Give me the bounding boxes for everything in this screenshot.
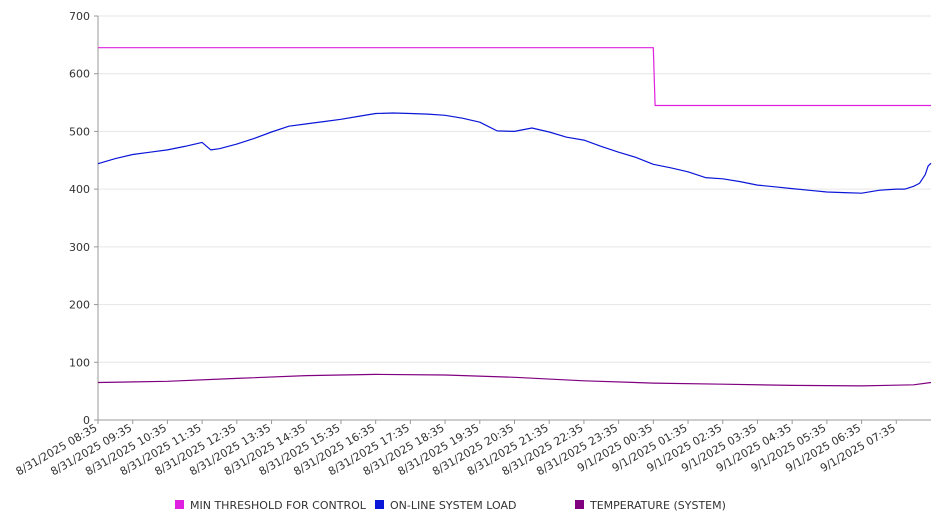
legend-label: ON-LINE SYSTEM LOAD bbox=[390, 499, 516, 512]
y-tick-label: 500 bbox=[69, 125, 90, 138]
legend-swatch bbox=[575, 500, 584, 509]
gridlines bbox=[98, 15, 931, 363]
axes bbox=[94, 15, 931, 424]
y-tick-label: 100 bbox=[69, 356, 90, 369]
y-tick-label: 400 bbox=[69, 183, 90, 196]
x-tick-labels: 8/31/2025 08:358/31/2025 09:358/31/2025 … bbox=[14, 421, 898, 478]
legend-label: MIN THRESHOLD FOR CONTROL bbox=[190, 499, 367, 512]
y-tick-label: 200 bbox=[69, 299, 90, 312]
legend-label: TEMPERATURE (SYSTEM) bbox=[589, 499, 726, 512]
y-tick-labels: 0 100 200 300 400 500 600 700 bbox=[69, 10, 90, 427]
legend: MIN THRESHOLD FOR CONTROL ON-LINE SYSTEM … bbox=[175, 499, 726, 512]
y-tick-label: 700 bbox=[69, 10, 90, 23]
series-lines bbox=[97, 47, 932, 387]
series-line-3 bbox=[97, 373, 932, 387]
legend-swatch bbox=[175, 500, 184, 509]
y-tick-label: 0 bbox=[83, 414, 90, 427]
y-tick-label: 300 bbox=[69, 241, 90, 254]
series-line-1 bbox=[98, 47, 931, 107]
legend-swatch bbox=[375, 500, 384, 509]
series-line-2 bbox=[97, 112, 932, 194]
y-tick-label: 600 bbox=[69, 68, 90, 81]
